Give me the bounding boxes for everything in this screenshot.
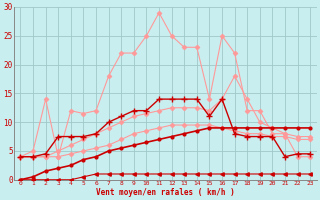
X-axis label: Vent moyen/en rafales ( km/h ): Vent moyen/en rafales ( km/h ) <box>96 188 235 197</box>
